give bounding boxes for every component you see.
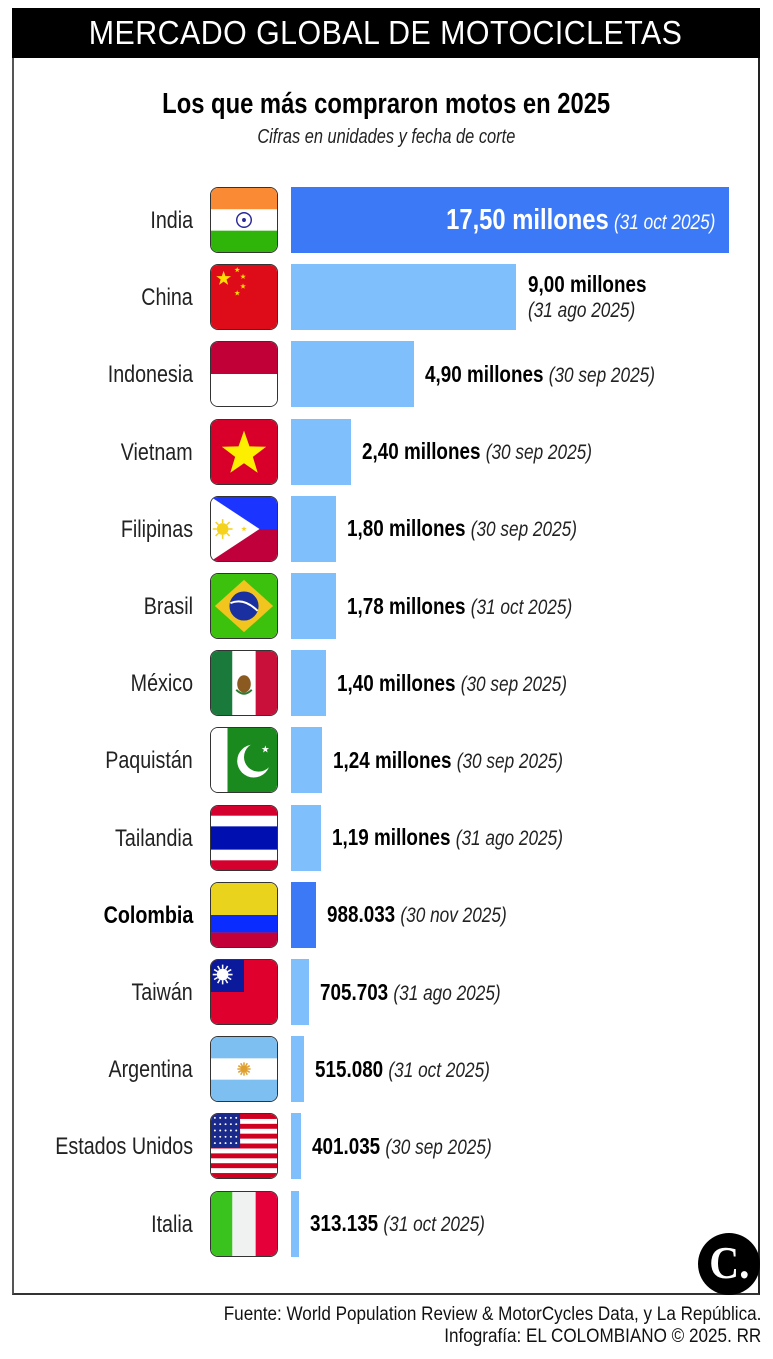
value-label: 705.703 (31 ago 2025) [320, 978, 501, 1005]
bar-row: Tailandia 1,19 millones (31 ago 2025) [0, 804, 773, 873]
value-label: 515.080 (31 oct 2025) [315, 1055, 490, 1082]
country-label: Paquistán [105, 747, 193, 775]
bar-row: Taiwán 705.703 (31 ago 2025) [0, 959, 773, 1027]
value-bar [291, 959, 309, 1025]
bar-row: Colombia 988.033 (30 nov 2025) [0, 881, 773, 950]
country-label: Italia [151, 1210, 193, 1238]
bar-row: Paquistán 1,24 millones (30 sep 2025) [0, 727, 773, 795]
country-label: Filipinas [120, 515, 193, 543]
country-label: India [150, 207, 193, 234]
bar-row: Filipinas 1,80 millones (30 sep 2025) [0, 495, 773, 564]
value-bar [291, 495, 336, 562]
indonesia-flag-icon [210, 341, 278, 408]
value-label: 313.135 (31 oct 2025) [310, 1210, 485, 1237]
value-label: 401.035 (30 sep 2025) [312, 1132, 492, 1159]
usa-flag-icon [210, 1113, 278, 1180]
country-label: Vietnam [121, 438, 193, 466]
value-label: 2,40 millones (30 sep 2025) [362, 438, 592, 465]
country-label: Brasil [143, 593, 193, 620]
vietnam-flag-icon [210, 418, 278, 485]
value-bar [291, 804, 321, 871]
value-bar [291, 264, 516, 331]
value-label: 988.033 (30 nov 2025) [327, 901, 507, 928]
value-bar [291, 187, 729, 253]
italy-flag-icon [210, 1190, 278, 1257]
header-title: MERCADO GLOBAL DE MOTOCICLETAS [89, 14, 683, 51]
argentina-flag-icon [210, 1036, 278, 1103]
brazil-flag-icon [210, 573, 278, 639]
india-flag-icon [210, 187, 278, 253]
value-bar [291, 418, 351, 485]
value-label: 1,40 millones (30 sep 2025) [337, 669, 567, 696]
philippines-flag-icon [210, 495, 278, 562]
colombia-flag-icon [210, 881, 278, 948]
bar-row: Estados Unidos 401.035 (30 sep 2025) [0, 1113, 773, 1181]
bar-row: India 17,50 millones (31 oct 2025) [0, 187, 773, 255]
value-label: 1,78 millones (31 oct 2025) [347, 592, 573, 619]
credit-note: Infografía: EL COLOMBIANO © 2025. RR [443, 1326, 761, 1347]
thailand-flag-icon [210, 804, 278, 871]
value-bar [291, 650, 326, 717]
country-label: China [141, 284, 193, 312]
bar-row: Italia 313.135 (31 oct 2025) [0, 1190, 773, 1259]
value-bar [291, 1113, 301, 1180]
source-note: Fuente: World Population Review & MotorC… [223, 1304, 761, 1325]
value-label: 1,19 millones (31 ago 2025) [332, 824, 563, 851]
pakistan-flag-icon [210, 727, 278, 794]
chart-subtitle: Cifras en unidades y fecha de corte [257, 126, 516, 148]
value-bar [291, 727, 322, 794]
header-banner: MERCADO GLOBAL DE MOTOCICLETAS [12, 8, 760, 58]
country-label: Estados Unidos [55, 1133, 193, 1161]
country-label: Colombia [103, 901, 193, 929]
country-label: Indonesia [107, 361, 193, 389]
bar-row: México 1,40 millones (30 sep 2025) [0, 650, 773, 718]
country-label: Argentina [108, 1056, 193, 1084]
country-label: Taiwán [131, 979, 193, 1006]
country-label: México [130, 670, 193, 698]
mexico-flag-icon [210, 650, 278, 717]
bar-row: Argentina 515.080 (31 oct 2025) [0, 1036, 773, 1104]
china-flag-icon [210, 264, 278, 331]
chart-frame [12, 58, 760, 1295]
el-colombiano-logo: C. [698, 1233, 760, 1295]
value-label: 1,80 millones (30 sep 2025) [347, 515, 577, 542]
value-label: 9,00 millones (31 ago 2025) [528, 270, 647, 322]
bar-row: Indonesia 4,90 millones (30 sep 2025) [0, 341, 773, 409]
value-bar [291, 1190, 299, 1257]
value-bar [291, 573, 336, 639]
country-label: Tailandia [115, 824, 193, 852]
value-label: 17,50 millones (31 oct 2025) [445, 203, 715, 236]
value-label: 1,24 millones (30 sep 2025) [333, 746, 563, 773]
bar-row: Vietnam 2,40 millones (30 sep 2025) [0, 418, 773, 487]
chart-title: Los que más compraron motos en 2025 [162, 88, 611, 120]
bar-row: Brasil 1,78 millones (31 oct 2025) [0, 573, 773, 641]
taiwan-flag-icon [210, 959, 278, 1025]
value-bar [291, 1036, 304, 1103]
value-label: 4,90 millones (30 sep 2025) [425, 360, 655, 387]
bar-row: China 9,00 millones (31 ago 2025) [0, 264, 773, 332]
value-bar [291, 341, 414, 408]
value-bar [291, 881, 316, 948]
